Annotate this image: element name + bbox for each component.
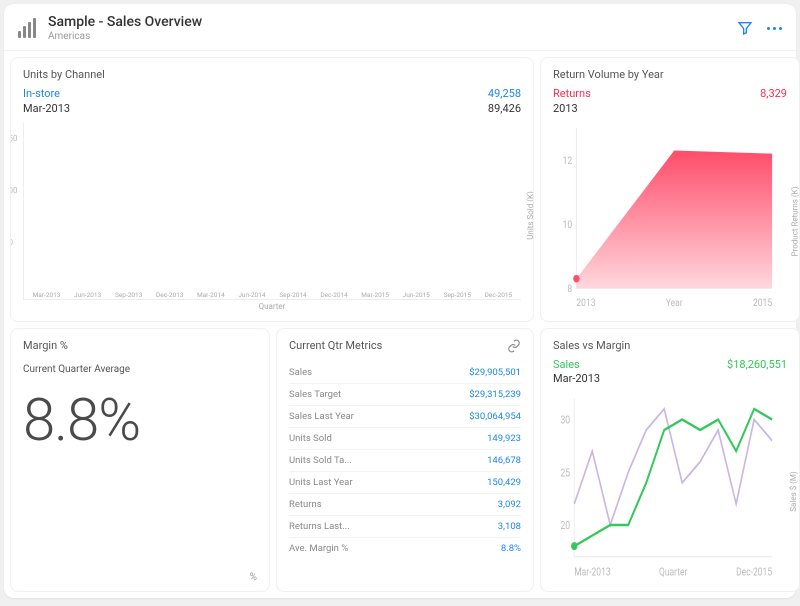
bar[interactable]: Sep-2013: [110, 288, 147, 299]
page-title: Sample - Sales Overview: [48, 14, 737, 30]
svm-line-chart[interactable]: 202530 Mar-2013 Dec-2015 Quarter Sales $…: [553, 393, 787, 581]
units-highlight-value: 49,258: [488, 87, 521, 102]
bar[interactable]: Jun-2014: [233, 288, 270, 299]
metric-row[interactable]: Sales Last Year $30,064,954: [289, 406, 521, 428]
metric-value: 3,108: [498, 521, 521, 532]
metric-value: 146,678: [487, 455, 521, 466]
bar[interactable]: Dec-2014: [316, 288, 353, 299]
svm-highlight-label: Sales: [553, 358, 580, 373]
metric-value: $30,064,954: [469, 411, 521, 422]
svg-text:2013: 2013: [576, 297, 595, 309]
metric-value: $29,315,239: [469, 389, 521, 400]
svg-text:12: 12: [563, 155, 573, 167]
returns-highlight-value: 8,329: [760, 87, 787, 102]
svg-text:10: 10: [563, 219, 573, 231]
margin-unit: %: [250, 572, 257, 583]
filter-icon[interactable]: [737, 20, 753, 36]
units-highlight-label: In-store: [23, 87, 60, 102]
metric-value: 149,923: [487, 433, 521, 444]
bar[interactable]: Sep-2015: [439, 288, 476, 299]
card-title: Units by Channel: [23, 68, 521, 81]
svm-y-label: Sales $ (M): [789, 471, 798, 511]
metric-key: Ave. Margin %: [289, 543, 348, 554]
return-volume-card: Return Volume by Year Returns 8,329 2013…: [540, 57, 800, 322]
metrics-list: Sales$29,905,501Sales Target$29,315,239S…: [289, 362, 521, 559]
metric-key: Sales Last Year: [289, 411, 354, 422]
title-block: Sample - Sales Overview Americas: [48, 14, 737, 42]
returns-highlight-label: Returns: [553, 87, 591, 102]
svg-text:Quarter: Quarter: [659, 567, 688, 579]
more-icon[interactable]: [767, 27, 782, 30]
metric-row[interactable]: Returns Last... 3,108: [289, 516, 521, 538]
svm-sub-label: Mar-2013: [553, 372, 600, 387]
bar[interactable]: Mar-2015: [357, 288, 394, 299]
bars-icon: [18, 18, 38, 38]
page-subtitle: Americas: [48, 31, 737, 42]
metric-key: Units Sold Ta...: [289, 455, 352, 466]
metric-row[interactable]: Units Last Year 150,429: [289, 472, 521, 494]
metric-row[interactable]: Units Sold Ta... 146,678: [289, 450, 521, 472]
current-qtr-metrics-card: Current Qtr Metrics Sales$29,905,501Sale…: [276, 328, 534, 593]
card-title: Sales vs Margin: [553, 339, 787, 352]
svg-text:Year: Year: [666, 297, 684, 309]
units-sub-label: Mar-2013: [23, 102, 70, 117]
sales-vs-margin-card: Sales vs Margin Sales $18,260,551 Mar-20…: [540, 328, 800, 593]
bar[interactable]: Mar-2013: [28, 288, 65, 299]
metric-row[interactable]: Sales $29,905,501: [289, 362, 521, 384]
metric-row[interactable]: Units Sold 149,923: [289, 428, 521, 450]
card-title: Current Qtr Metrics: [289, 339, 521, 352]
bar[interactable]: Mar-2014: [192, 288, 229, 299]
link-icon[interactable]: [507, 339, 521, 353]
units-bar-chart[interactable]: Units Sold (K) 50100150Mar-2013Jun-2013S…: [23, 123, 521, 300]
metric-row[interactable]: Ave. Margin % 8.8%: [289, 538, 521, 559]
returns-sub-label: 2013: [553, 102, 578, 117]
header: Sample - Sales Overview Americas: [4, 4, 796, 51]
metric-key: Sales: [289, 367, 312, 378]
margin-label: Current Quarter Average: [23, 364, 257, 375]
bar[interactable]: Jun-2013: [69, 288, 106, 299]
returns-area-chart[interactable]: 81012 2013 2015 Year Product Returns (K): [553, 123, 787, 311]
metric-key: Units Last Year: [289, 477, 353, 488]
metric-key: Units Sold: [289, 433, 332, 444]
units-by-channel-card: Units by Channel In-store 49,258 Mar-201…: [10, 57, 534, 322]
metric-value: 3,092: [498, 499, 521, 510]
units-sub-value: 89,426: [488, 102, 521, 117]
metric-row[interactable]: Returns 3,092: [289, 494, 521, 516]
returns-y-label: Product Returns (K): [791, 186, 800, 256]
units-y-label: Units Sold (K): [527, 191, 535, 240]
svg-text:25: 25: [560, 468, 570, 480]
metric-key: Sales Target: [289, 389, 341, 400]
svg-text:Dec-2015: Dec-2015: [736, 567, 772, 579]
svg-text:Mar-2013: Mar-2013: [574, 567, 610, 579]
bar[interactable]: Jun-2015: [398, 288, 435, 299]
svg-text:8: 8: [567, 283, 572, 295]
bar[interactable]: Dec-2015: [480, 288, 517, 299]
metric-key: Returns: [289, 499, 322, 510]
metric-row[interactable]: Sales Target $29,315,239: [289, 384, 521, 406]
card-title: Margin %: [23, 339, 257, 352]
units-x-label: Quarter: [23, 302, 521, 311]
metric-value: 8.8%: [501, 543, 521, 554]
margin-value: 8.8%: [23, 387, 257, 455]
card-title: Return Volume by Year: [553, 68, 787, 81]
metric-key: Returns Last...: [289, 521, 350, 532]
svg-text:30: 30: [560, 415, 570, 427]
svg-text:2015: 2015: [753, 297, 772, 309]
bar[interactable]: Dec-2013: [151, 288, 188, 299]
svg-text:20: 20: [560, 520, 570, 532]
bar[interactable]: Sep-2014: [274, 288, 311, 299]
metric-value: 150,429: [487, 477, 521, 488]
margin-card: Margin % Current Quarter Average 8.8% %: [10, 328, 270, 593]
svm-highlight-value: $18,260,551: [727, 358, 787, 373]
metric-value: $29,905,501: [469, 367, 521, 378]
